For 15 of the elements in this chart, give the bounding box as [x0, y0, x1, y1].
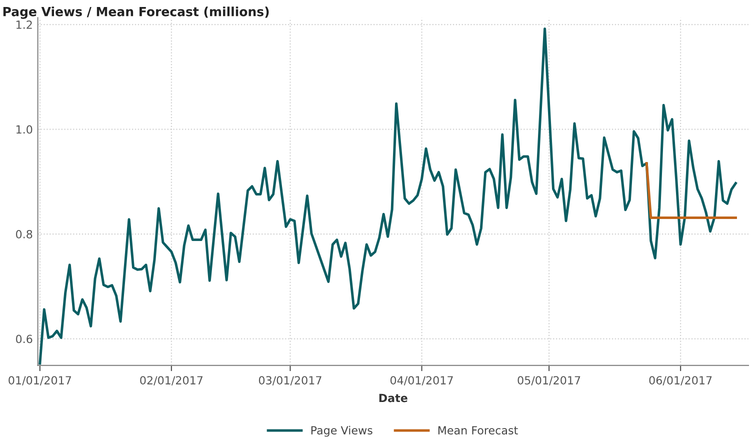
x-tick-label: 03/01/2017: [258, 376, 322, 386]
chart-title: Page Views / Mean Forecast (millions): [3, 6, 269, 19]
x-tick-label: 04/01/2017: [390, 376, 453, 386]
y-tick-label: 1.2: [16, 20, 32, 29]
x-axis-title: Date: [379, 394, 408, 402]
y-tick-label: 1.0: [16, 125, 32, 134]
x-tick-label: 02/01/2017: [140, 376, 203, 386]
legend-label: Page Views: [311, 426, 372, 437]
x-tick-label: 05/01/2017: [518, 376, 580, 386]
x-tick-label: 06/01/2017: [649, 376, 712, 386]
y-tick-label: 0.8: [16, 230, 32, 238]
y-tick-label: 0.6: [16, 334, 32, 344]
x-tick-label: 01/01/2017: [8, 376, 71, 386]
legend-label: Mean Forecast: [438, 426, 518, 434]
line-series: [38, 27, 737, 365]
